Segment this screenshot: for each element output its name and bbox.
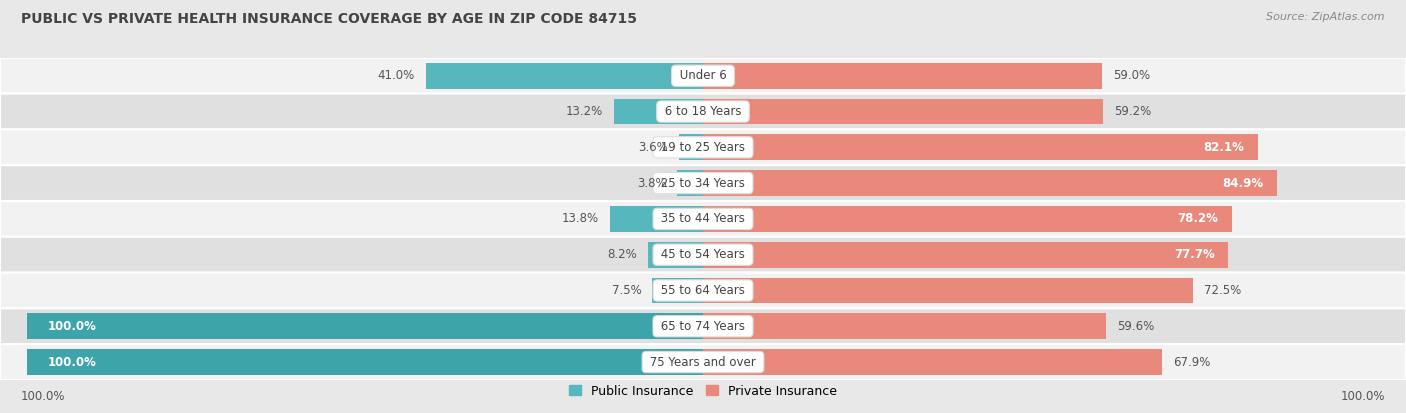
Legend: Public Insurance, Private Insurance: Public Insurance, Private Insurance (564, 380, 842, 403)
Text: 55 to 64 Years: 55 to 64 Years (657, 284, 749, 297)
Text: 84.9%: 84.9% (1222, 177, 1264, 190)
Bar (27, 313, 703, 339)
Bar (648, 242, 703, 268)
Text: 3.6%: 3.6% (638, 141, 668, 154)
Bar (426, 63, 703, 89)
Bar (703, 242, 1229, 268)
Bar (27, 349, 703, 375)
FancyBboxPatch shape (0, 58, 1406, 94)
Text: Source: ZipAtlas.com: Source: ZipAtlas.com (1267, 12, 1385, 22)
Text: 3.8%: 3.8% (637, 177, 666, 190)
Bar (703, 278, 1194, 304)
Text: PUBLIC VS PRIVATE HEALTH INSURANCE COVERAGE BY AGE IN ZIP CODE 84715: PUBLIC VS PRIVATE HEALTH INSURANCE COVER… (21, 12, 637, 26)
Bar (703, 313, 1107, 339)
Text: 25 to 34 Years: 25 to 34 Years (657, 177, 749, 190)
Text: 78.2%: 78.2% (1177, 212, 1218, 225)
FancyBboxPatch shape (0, 237, 1406, 273)
Bar (652, 278, 703, 304)
Bar (703, 206, 1232, 232)
Bar (678, 170, 703, 196)
Text: 65 to 74 Years: 65 to 74 Years (657, 320, 749, 333)
Text: 8.2%: 8.2% (607, 248, 637, 261)
Text: 75 Years and over: 75 Years and over (647, 356, 759, 368)
Text: 19 to 25 Years: 19 to 25 Years (657, 141, 749, 154)
Bar (679, 134, 703, 160)
Text: 100.0%: 100.0% (21, 390, 66, 403)
Text: 82.1%: 82.1% (1204, 141, 1244, 154)
Bar (610, 206, 703, 232)
Bar (703, 63, 1102, 89)
Text: 100.0%: 100.0% (48, 320, 96, 333)
Text: 67.9%: 67.9% (1173, 356, 1211, 368)
Text: 59.0%: 59.0% (1112, 69, 1150, 82)
Text: 100.0%: 100.0% (48, 356, 96, 368)
Bar (703, 349, 1161, 375)
Bar (703, 99, 1104, 124)
Text: 13.2%: 13.2% (565, 105, 603, 118)
Text: 13.8%: 13.8% (562, 212, 599, 225)
Bar (703, 134, 1258, 160)
FancyBboxPatch shape (0, 94, 1406, 129)
FancyBboxPatch shape (0, 344, 1406, 380)
Text: 41.0%: 41.0% (378, 69, 415, 82)
Text: 77.7%: 77.7% (1174, 248, 1215, 261)
Text: 59.2%: 59.2% (1114, 105, 1152, 118)
FancyBboxPatch shape (0, 273, 1406, 309)
Text: 45 to 54 Years: 45 to 54 Years (657, 248, 749, 261)
Text: 7.5%: 7.5% (612, 284, 641, 297)
FancyBboxPatch shape (0, 129, 1406, 165)
Text: Under 6: Under 6 (676, 69, 730, 82)
FancyBboxPatch shape (0, 309, 1406, 344)
Text: 72.5%: 72.5% (1204, 284, 1241, 297)
Bar (614, 99, 703, 124)
FancyBboxPatch shape (0, 165, 1406, 201)
Bar (703, 170, 1277, 196)
Text: 35 to 44 Years: 35 to 44 Years (657, 212, 749, 225)
Text: 59.6%: 59.6% (1116, 320, 1154, 333)
FancyBboxPatch shape (0, 201, 1406, 237)
Text: 100.0%: 100.0% (1340, 390, 1385, 403)
Text: 6 to 18 Years: 6 to 18 Years (661, 105, 745, 118)
